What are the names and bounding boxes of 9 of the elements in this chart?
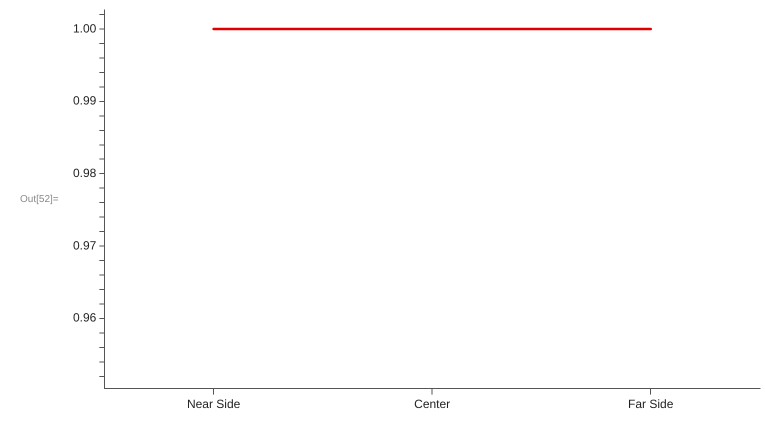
y-tick-label: 0.97 xyxy=(72,238,97,252)
y-tick-label: 0.96 xyxy=(72,310,97,325)
x-tick-label: Near Side xyxy=(186,397,241,412)
text: Out[52]= xyxy=(20,194,59,206)
x-tick-label: Center xyxy=(414,397,450,412)
y-tick-label: 0.98 xyxy=(72,166,97,180)
y-tick-label: 0.99 xyxy=(72,94,97,108)
y-tick-label: 1.00 xyxy=(72,21,97,36)
x-tick-label: Far Side xyxy=(628,397,674,412)
